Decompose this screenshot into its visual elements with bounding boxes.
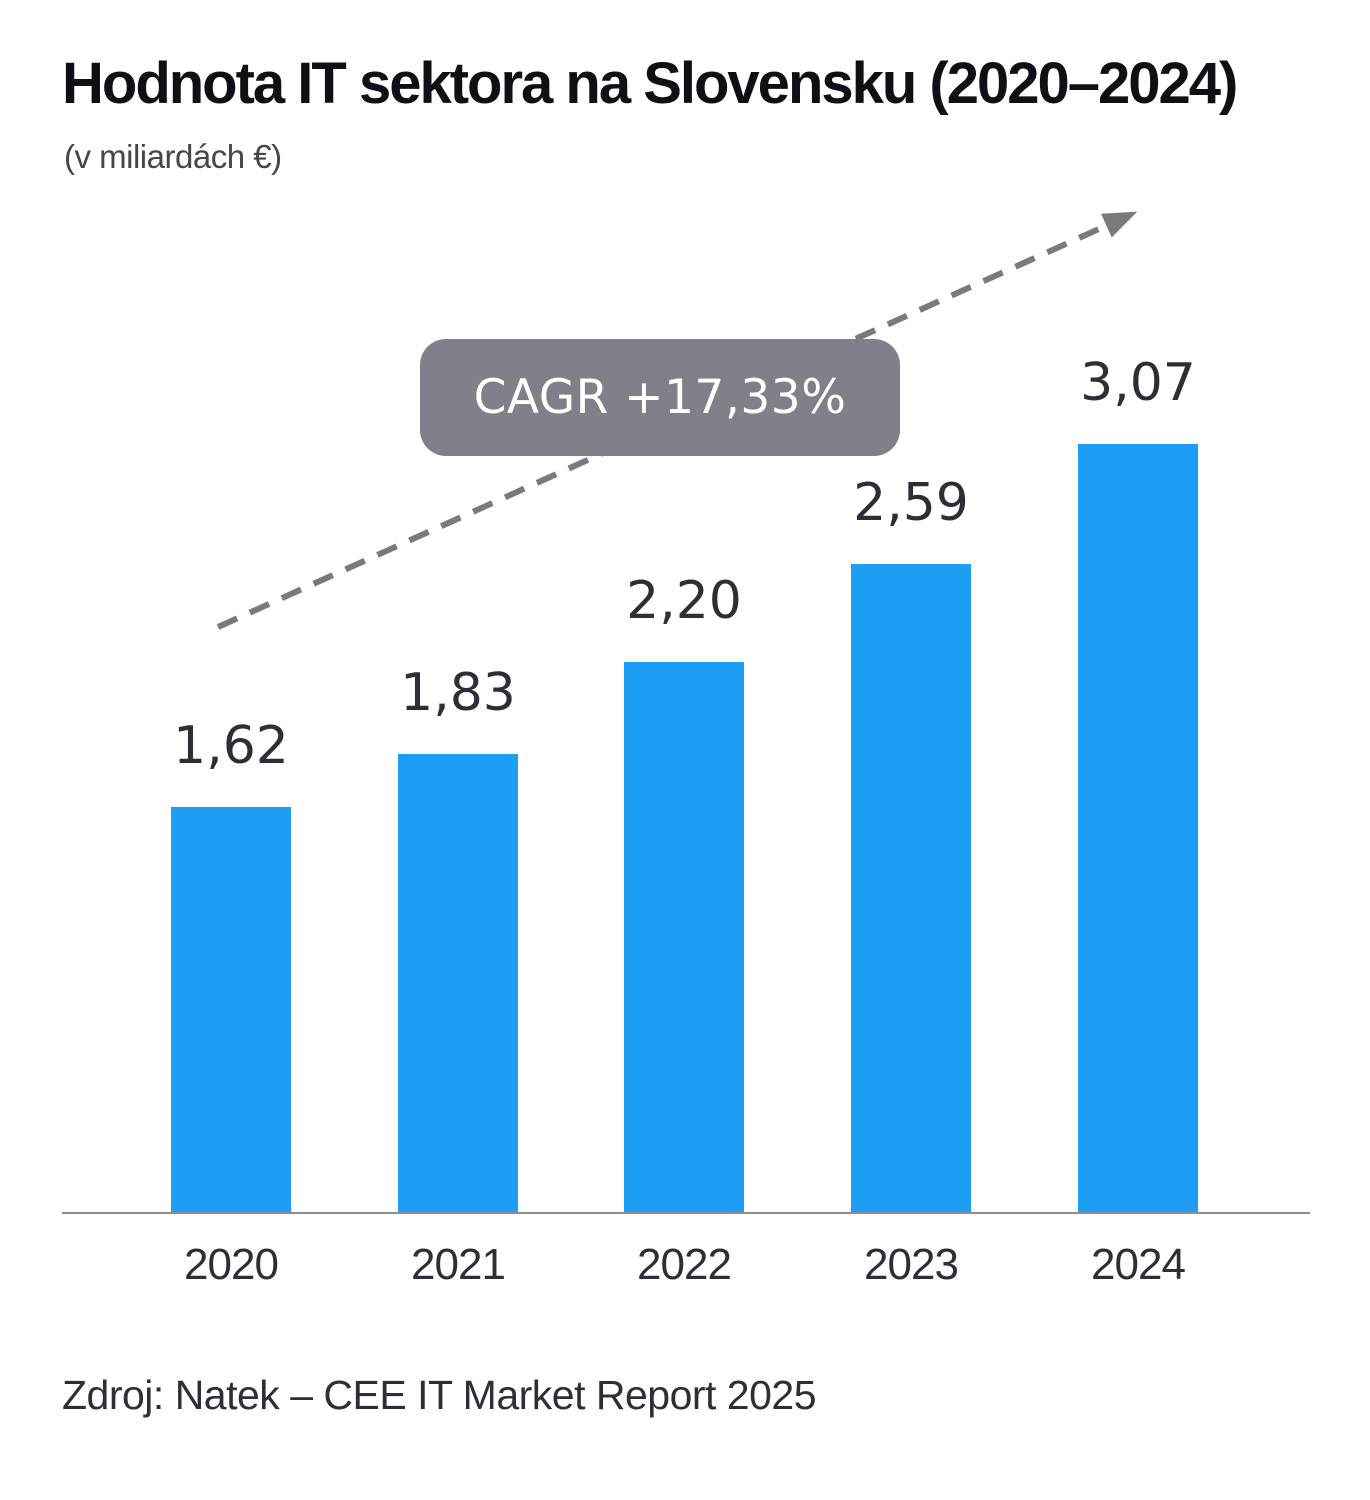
cagr-badge: CAGR +17,33% <box>420 339 900 456</box>
bar-value-label: 1,83 <box>400 663 516 723</box>
x-axis-label: 2023 <box>864 1240 959 1289</box>
source-note: Zdroj: Natek – CEE IT Market Report 2025 <box>62 1372 817 1418</box>
bar-2021 <box>398 754 518 1212</box>
bar-value-label: 3,07 <box>1080 353 1196 413</box>
x-axis-label: 2021 <box>411 1240 506 1289</box>
x-axis-label: 2022 <box>637 1240 732 1289</box>
x-axis-line <box>62 1212 1310 1214</box>
page-subtitle: (v miliardách €) <box>64 138 282 175</box>
bar-value-label: 2,20 <box>626 571 742 631</box>
bar-2024 <box>1078 444 1198 1212</box>
x-axis-label: 2020 <box>184 1240 279 1289</box>
bar-2023 <box>851 564 971 1212</box>
x-axis-label: 2024 <box>1091 1240 1186 1289</box>
page-title: Hodnota IT sektora na Slovensku (2020–20… <box>62 51 1238 116</box>
bar-value-label: 2,59 <box>853 473 969 533</box>
trend-line <box>216 211 1138 630</box>
cagr-badge-label: CAGR +17,33% <box>473 370 847 425</box>
bar-value-label: 1,62 <box>173 716 289 776</box>
bar-2022 <box>624 662 744 1212</box>
bar-2020 <box>171 807 291 1212</box>
